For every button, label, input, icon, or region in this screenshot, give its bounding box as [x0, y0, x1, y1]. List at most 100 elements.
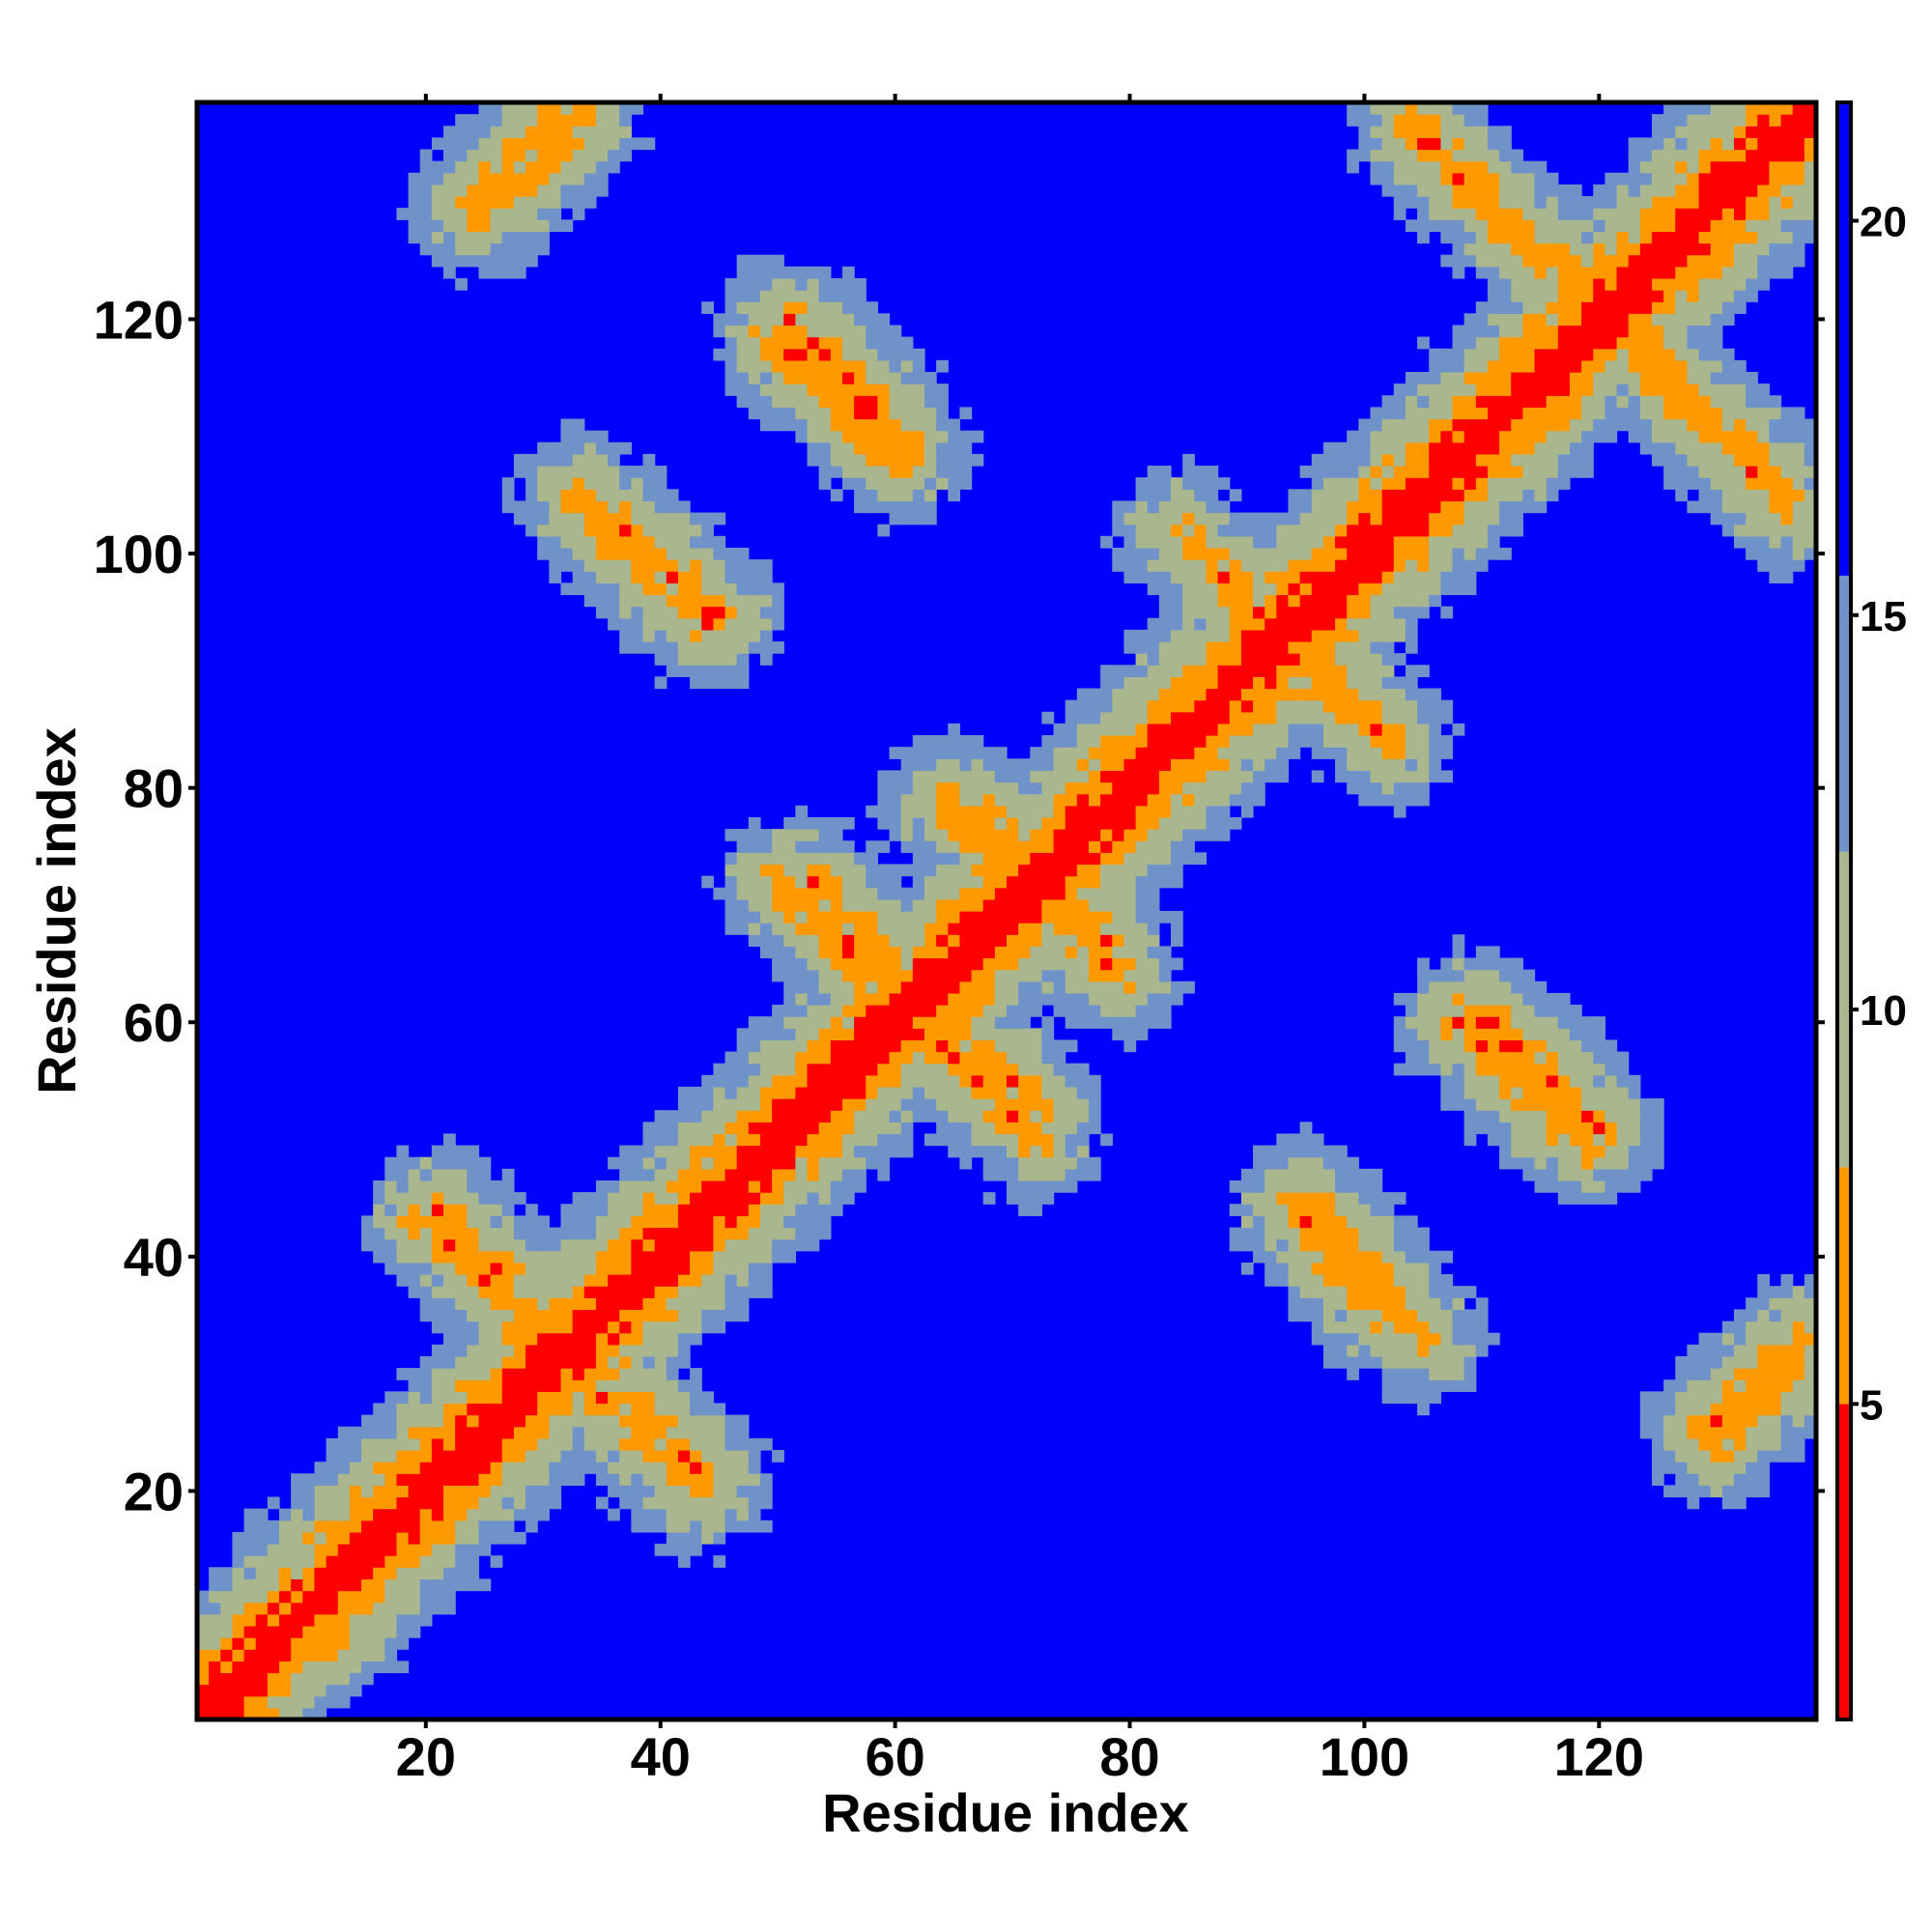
heatmap-cell: [267, 1684, 280, 1697]
heatmap-cell: [900, 1086, 914, 1099]
heatmap-cell: [866, 898, 878, 912]
heatmap-cell: [197, 1590, 210, 1604]
heatmap-cell: [1147, 875, 1160, 889]
heatmap-cell: [431, 1403, 444, 1416]
heatmap-cell: [1347, 535, 1359, 549]
heatmap-cell: [677, 629, 691, 642]
heatmap-cell: [1076, 1133, 1090, 1147]
heatmap-cell: [349, 1602, 362, 1615]
heatmap-cell: [923, 1016, 937, 1029]
heatmap-cell: [209, 1695, 221, 1709]
heatmap-cell: [1499, 384, 1512, 396]
heatmap-cell: [232, 1661, 245, 1674]
heatmap-cell: [501, 196, 515, 209]
heatmap-cell: [608, 512, 620, 526]
heatmap-cell: [1322, 500, 1336, 514]
heatmap-cell: [232, 1613, 245, 1627]
heatmap-cell: [654, 1168, 668, 1181]
heatmap-cell: [690, 1110, 702, 1122]
heatmap-cell: [1452, 372, 1465, 384]
heatmap-cell: [1393, 735, 1406, 748]
heatmap-cell: [1475, 1332, 1489, 1346]
heatmap-cell: [1100, 852, 1113, 866]
heatmap-cell: [619, 1238, 632, 1252]
heatmap-cell: [889, 1074, 902, 1088]
heatmap-cell: [936, 747, 949, 759]
heatmap-cell: [361, 1661, 374, 1674]
heatmap-cell: [1475, 535, 1489, 549]
heatmap-cell: [455, 1344, 468, 1357]
heatmap-cell: [982, 980, 996, 994]
heatmap-cell: [1499, 1110, 1512, 1122]
heatmap-cell: [724, 547, 738, 560]
heatmap-cell: [713, 1063, 726, 1076]
heatmap-cell: [1511, 1051, 1523, 1065]
heatmap-cell: [900, 441, 914, 455]
heatmap-cell: [654, 1110, 668, 1122]
heatmap-cell: [478, 1485, 492, 1498]
heatmap-cell: [654, 512, 668, 526]
heatmap-cell: [1511, 453, 1523, 467]
heatmap-cell: [866, 852, 878, 866]
heatmap-cell: [1206, 641, 1219, 654]
heatmap-cell: [396, 1450, 410, 1463]
heatmap-cell: [1264, 1227, 1277, 1240]
heatmap-cell: [807, 1122, 820, 1135]
heatmap-cell: [736, 829, 750, 841]
heatmap-cell: [759, 313, 773, 327]
heatmap-cell: [795, 911, 809, 923]
heatmap-cell: [841, 325, 855, 338]
heatmap-cell: [948, 923, 961, 935]
heatmap-cell: [373, 1204, 385, 1216]
heatmap-cell: [912, 805, 925, 818]
heatmap-cell: [1335, 547, 1348, 560]
heatmap-cell: [807, 957, 820, 971]
heatmap-cell: [677, 1426, 691, 1439]
heatmap-cell: [1358, 582, 1372, 596]
heatmap-cell: [243, 1567, 257, 1580]
heatmap-cell: [1253, 758, 1265, 772]
heatmap-cell: [526, 1437, 538, 1451]
heatmap-cell: [830, 875, 843, 889]
heatmap-cell: [923, 946, 937, 959]
heatmap-cell: [1463, 466, 1477, 478]
heatmap-cell: [431, 1450, 444, 1463]
heatmap-cell: [384, 1613, 398, 1627]
heatmap-cell: [1147, 898, 1160, 912]
heatmap-cell: [1053, 723, 1066, 736]
heatmap-cell: [830, 1074, 843, 1088]
heatmap-cell: [1007, 793, 1019, 807]
heatmap-cell: [841, 372, 855, 384]
heatmap-cell: [830, 864, 843, 877]
heatmap-cell: [490, 1180, 503, 1193]
heatmap-cell: [1405, 781, 1418, 795]
heatmap-cell: [572, 571, 585, 583]
heatmap-cell: [513, 1462, 526, 1474]
heatmap-cell: [326, 1473, 339, 1486]
heatmap-cell: [772, 898, 784, 912]
heatmap-cell: [1499, 524, 1512, 537]
heatmap-cell: [724, 852, 738, 866]
heatmap-cell: [1076, 840, 1090, 853]
heatmap-cell: [1288, 559, 1301, 572]
heatmap-cell: [1335, 1262, 1348, 1275]
heatmap-cell: [501, 1437, 515, 1451]
heatmap-cell: [1123, 735, 1137, 748]
heatmap-cell: [1452, 1379, 1465, 1392]
heatmap-cell: [1076, 1145, 1090, 1158]
heatmap-cell: [1147, 477, 1160, 490]
heatmap-cell: [994, 1005, 1008, 1017]
heatmap-cell: [1065, 805, 1078, 818]
heatmap-cell: [841, 992, 855, 1006]
heatmap-cell: [478, 126, 492, 138]
heatmap-cell: [666, 1227, 679, 1240]
heatmap-cell: [419, 1180, 433, 1193]
heatmap-cell: [1253, 571, 1265, 583]
heatmap-cell: [900, 1133, 914, 1147]
heatmap-cell: [1112, 969, 1125, 982]
heatmap-cell: [1511, 301, 1523, 314]
heatmap-cell: [1452, 149, 1465, 162]
heatmap-cell: [818, 359, 832, 373]
heatmap-cell: [1511, 524, 1523, 537]
heatmap-cell: [971, 1028, 984, 1041]
